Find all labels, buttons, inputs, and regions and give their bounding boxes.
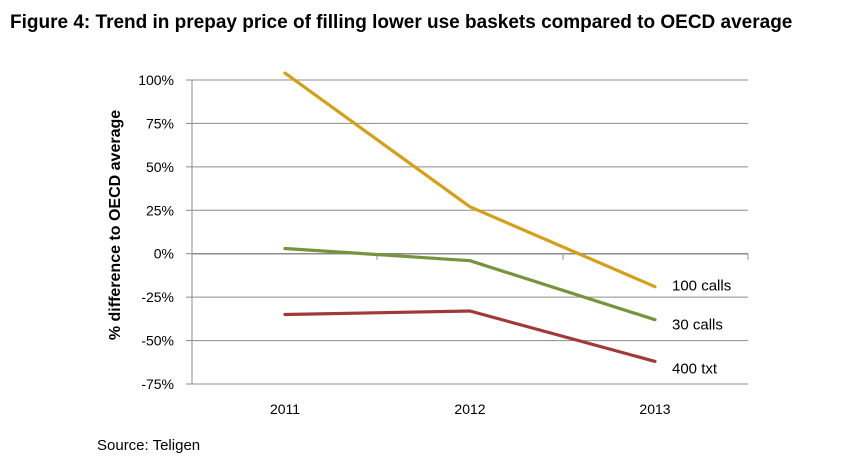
x-tick-label: 2012 (454, 401, 485, 417)
source-note: Source: Teligen (97, 437, 201, 454)
series-labels: 100 calls 30 calls 400 txt (672, 278, 731, 378)
chart-title: Figure 4: Trend in prepay price of filli… (10, 12, 793, 33)
y-tick-labels: 100% 75% 50% 25% 0% -25% -50% -75% (138, 72, 174, 392)
y-tick-label: 50% (146, 159, 174, 175)
y-tick-label: 100% (138, 72, 174, 88)
y-tick-label: -75% (141, 376, 174, 392)
y-tick-label: 0% (154, 246, 174, 262)
series-line (283, 71, 657, 289)
series-lines (283, 71, 657, 363)
x-tick-label: 2013 (639, 401, 670, 417)
series-label: 400 txt (672, 360, 718, 377)
y-axis-label: % difference to OECD average (107, 110, 124, 340)
y-tick-label: -25% (141, 289, 174, 305)
axes (186, 79, 749, 385)
grid-lines (192, 79, 748, 385)
x-tick-label: 2011 (270, 401, 300, 417)
series-label: 30 calls (672, 317, 723, 334)
series-line (283, 309, 657, 363)
y-tick-label: 25% (146, 202, 174, 218)
series-label: 100 calls (672, 278, 731, 295)
y-tick-label: 75% (146, 115, 174, 131)
y-tick-label: -50% (141, 333, 174, 349)
x-tick-labels: 2011 2012 2013 (270, 401, 671, 417)
series-line (283, 246, 657, 322)
